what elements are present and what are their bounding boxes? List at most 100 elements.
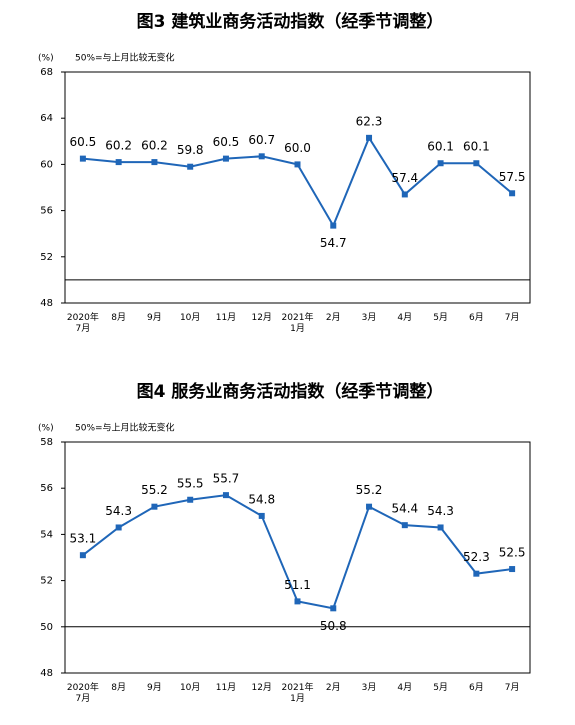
x-tick-label: 11月 xyxy=(215,313,237,323)
x-tick-label: 2月 xyxy=(325,313,341,323)
x-tick-label: 10月 xyxy=(179,683,201,693)
data-label: 55.2 xyxy=(141,483,168,497)
note: 50%=与上月比较无变化 xyxy=(75,52,175,64)
x-tick-label: 7月 xyxy=(504,313,520,323)
x-tick-label: 2021年 1月 xyxy=(281,683,314,704)
data-label: 60.5 xyxy=(70,135,97,149)
data-label: 52.3 xyxy=(463,550,490,564)
y-tick-label: 48 xyxy=(40,298,53,309)
data-label: 60.2 xyxy=(141,139,168,153)
data-label: 54.7 xyxy=(320,236,347,250)
unit-label: (%) xyxy=(38,54,54,64)
marker xyxy=(258,512,265,519)
marker xyxy=(366,503,373,510)
note: 50%=与上月比较无变化 xyxy=(75,422,175,434)
marker xyxy=(187,163,194,170)
marker xyxy=(509,190,516,197)
x-tick-label: 12月 xyxy=(251,683,272,693)
data-label: 54.4 xyxy=(391,502,418,516)
chart-title: 图3 建筑业商务活动指数（经季节调整） xyxy=(137,11,444,32)
marker xyxy=(222,155,229,162)
marker xyxy=(115,159,122,166)
marker xyxy=(187,496,194,503)
y-tick-label: 52 xyxy=(40,252,53,263)
data-label: 54.3 xyxy=(427,504,454,518)
x-tick-label: 2021年 1月 xyxy=(281,313,314,334)
marker xyxy=(437,524,444,531)
data-label: 54.8 xyxy=(248,492,275,506)
marker xyxy=(437,160,444,167)
y-tick-label: 64 xyxy=(40,113,53,124)
marker xyxy=(401,191,408,198)
marker xyxy=(294,598,301,605)
x-tick-label: 3月 xyxy=(361,313,377,323)
x-tick-label: 11月 xyxy=(215,683,237,693)
marker xyxy=(330,605,337,612)
x-tick-label: 10月 xyxy=(179,313,201,323)
x-tick-label: 2020年 7月 xyxy=(66,683,99,704)
marker xyxy=(151,503,158,510)
data-label: 59.8 xyxy=(177,143,204,157)
x-tick-label: 2020年 7月 xyxy=(66,313,99,334)
y-tick-label: 68 xyxy=(40,67,53,78)
unit-label: (%) xyxy=(38,424,54,434)
plot-area xyxy=(64,71,531,304)
marker xyxy=(222,492,229,499)
data-label: 60.1 xyxy=(427,140,454,154)
y-tick-label: 56 xyxy=(40,206,53,217)
data-label: 60.0 xyxy=(284,141,311,155)
data-label: 55.2 xyxy=(356,483,383,497)
data-label: 51.1 xyxy=(284,578,311,592)
x-tick-label: 2月 xyxy=(325,683,341,693)
x-tick-label: 5月 xyxy=(433,313,448,323)
x-tick-label: 8月 xyxy=(111,313,126,323)
marker xyxy=(294,161,301,168)
marker xyxy=(473,570,480,577)
data-label: 54.3 xyxy=(105,504,132,518)
x-tick-label: 12月 xyxy=(251,313,272,323)
data-label: 62.3 xyxy=(356,114,383,128)
x-tick-label: 6月 xyxy=(468,313,484,323)
x-tick-label: 9月 xyxy=(147,683,162,693)
marker xyxy=(258,153,265,160)
data-label: 60.2 xyxy=(105,139,132,153)
y-tick-label: 58 xyxy=(40,437,53,448)
y-tick-label: 56 xyxy=(40,483,53,494)
x-tick-label: 4月 xyxy=(397,313,413,323)
data-label: 60.1 xyxy=(463,140,490,154)
x-tick-label: 5月 xyxy=(433,683,448,693)
data-label: 57.4 xyxy=(391,171,418,185)
data-label: 60.7 xyxy=(248,133,275,147)
x-tick-label: 4月 xyxy=(397,683,413,693)
x-tick-label: 6月 xyxy=(468,683,484,693)
x-tick-label: 8月 xyxy=(111,683,126,693)
data-label: 55.5 xyxy=(177,476,204,490)
plot-area xyxy=(64,441,531,674)
data-label: 60.5 xyxy=(213,135,240,149)
y-tick-label: 60 xyxy=(40,159,53,170)
marker xyxy=(330,222,337,229)
data-label: 57.5 xyxy=(499,170,526,184)
x-tick-label: 9月 xyxy=(147,313,162,323)
y-tick-label: 48 xyxy=(40,668,53,679)
data-label: 53.1 xyxy=(70,532,97,546)
y-tick-label: 54 xyxy=(40,529,53,540)
marker xyxy=(509,566,516,573)
marker xyxy=(401,522,408,529)
marker xyxy=(79,552,86,559)
x-tick-label: 7月 xyxy=(504,683,520,693)
y-tick-label: 52 xyxy=(40,576,53,587)
data-label: 52.5 xyxy=(499,546,526,560)
chart-title: 图4 服务业商务活动指数（经季节调整） xyxy=(137,381,444,402)
marker xyxy=(151,159,158,166)
y-tick-label: 50 xyxy=(40,622,53,633)
marker xyxy=(115,524,122,531)
marker xyxy=(79,155,86,162)
marker xyxy=(473,160,480,167)
marker xyxy=(366,134,373,141)
x-tick-label: 3月 xyxy=(361,683,377,693)
data-label: 55.7 xyxy=(213,472,240,486)
data-label: 50.8 xyxy=(320,619,347,633)
